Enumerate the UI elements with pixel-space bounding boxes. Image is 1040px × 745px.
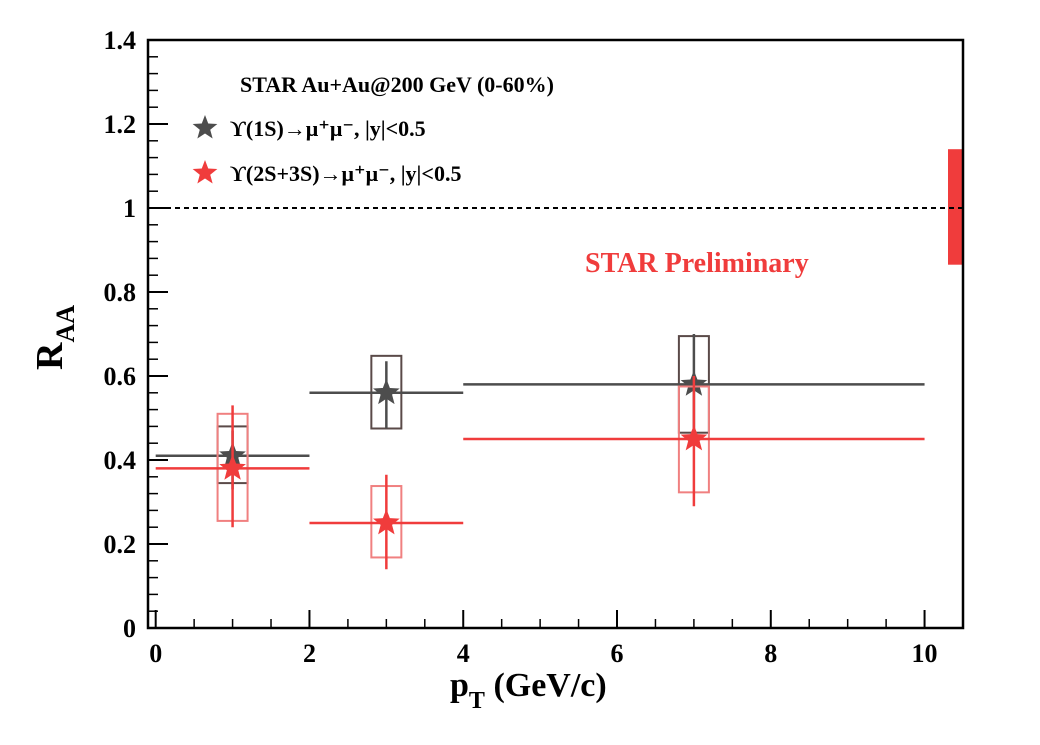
data-layer bbox=[155, 334, 925, 570]
x-tick-label: 4 bbox=[457, 639, 470, 668]
preliminary-label: STAR Preliminary bbox=[585, 248, 809, 279]
legend-markers bbox=[192, 115, 218, 184]
y-tick-label: 1.4 bbox=[104, 26, 137, 55]
y-axis-title: RAA bbox=[29, 305, 80, 370]
x-tick-label: 10 bbox=[912, 639, 938, 668]
legend-marker-2S+3S bbox=[192, 160, 218, 184]
plot-frame bbox=[146, 38, 965, 630]
data-point-marker bbox=[680, 425, 708, 451]
data-point-marker bbox=[373, 378, 400, 405]
global-uncertainty-band bbox=[948, 149, 963, 265]
x-tick-label: 2 bbox=[303, 639, 316, 668]
y-tick-label: 0 bbox=[123, 614, 136, 643]
data-point-marker bbox=[219, 454, 246, 480]
series-2S+3S bbox=[155, 376, 925, 570]
data-point-marker bbox=[373, 509, 400, 535]
y-tick-label: 0.2 bbox=[104, 530, 137, 559]
y-tick-label: 0.6 bbox=[104, 362, 137, 391]
x-tick-label: 6 bbox=[611, 639, 624, 668]
global-uncertainty-layer bbox=[948, 149, 963, 265]
x-tick-label: 0 bbox=[149, 639, 162, 668]
series-1S bbox=[155, 334, 925, 490]
legend-label-1s: ϒ(1S)→μ⁺μ⁻, |y|<0.5 bbox=[230, 116, 426, 141]
y-tick-label: 0.4 bbox=[104, 446, 137, 475]
axes-layer: 0 2 4 6 8 10 0 0.2 0.4 0.6 0.8 1 1.2 1.4 bbox=[104, 26, 965, 668]
chart-title: STAR Au+Au@200 GeV (0-60%) bbox=[240, 72, 554, 97]
legend-marker-1S bbox=[192, 115, 218, 139]
x-axis-title: pT (GeV/c) bbox=[450, 667, 607, 714]
legend-label-2s3s: ϒ(2S+3S)→μ⁺μ⁻, |y|<0.5 bbox=[230, 161, 461, 186]
y-tick-label: 1.2 bbox=[104, 110, 137, 139]
y-tick-label: 0.8 bbox=[104, 278, 137, 307]
x-tick-label: 8 bbox=[764, 639, 777, 668]
y-tick-label: 1 bbox=[123, 194, 136, 223]
